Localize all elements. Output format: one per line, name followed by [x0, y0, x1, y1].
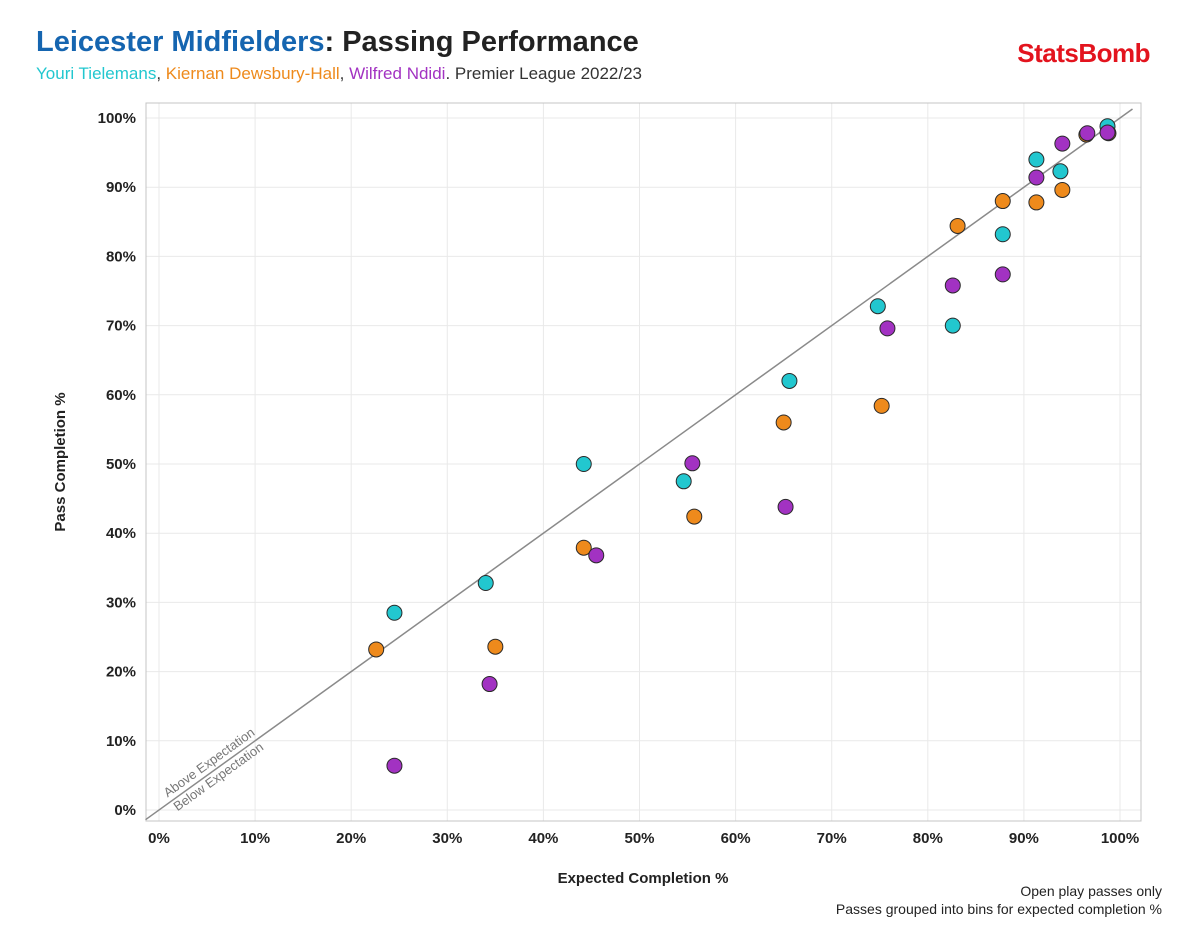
data-point-wilfred-ndidi: [481, 676, 498, 693]
y-tick-label: 0%: [114, 802, 136, 819]
data-point-wilfred-ndidi: [1028, 169, 1045, 186]
data-point-youri-tielemans: [994, 226, 1011, 243]
data-point-wilfred-ndidi: [944, 277, 961, 294]
x-tick-label: 70%: [817, 830, 847, 847]
x-axis-label: Expected Completion %: [558, 870, 729, 887]
y-tick-label: 50%: [106, 456, 136, 473]
title-team: Leicester Midfielders: [36, 26, 325, 58]
data-point-wilfred-ndidi: [588, 547, 605, 564]
statsbomb-logo: StatsBomb: [1017, 38, 1150, 68]
data-point-youri-tielemans: [477, 575, 494, 592]
plot-area-frame: [145, 102, 1142, 822]
data-point-youri-tielemans: [675, 473, 692, 490]
y-tick-label: 100%: [98, 110, 136, 127]
subtitle-separator: ,: [339, 64, 350, 83]
data-point-wilfred-ndidi: [1079, 125, 1096, 142]
y-tick-label: 10%: [106, 733, 136, 750]
data-point-youri-tielemans: [1052, 163, 1069, 180]
data-point-wilfred-ndidi: [1054, 135, 1071, 152]
data-point-kiernan-dewsbury-hall: [775, 414, 792, 431]
x-tick-label: 50%: [624, 830, 654, 847]
note-binning: Passes grouped into bins for expected co…: [835, 901, 1162, 917]
y-tick-label: 40%: [106, 525, 136, 542]
y-tick-label: 70%: [106, 318, 136, 335]
x-tick-label: 100%: [1101, 830, 1139, 847]
data-point-wilfred-ndidi: [386, 757, 403, 774]
data-point-youri-tielemans: [869, 298, 886, 315]
data-point-kiernan-dewsbury-hall: [368, 641, 385, 658]
data-point-youri-tielemans: [1028, 151, 1045, 168]
x-tick-label: 60%: [721, 830, 751, 847]
data-point-kiernan-dewsbury-hall: [686, 508, 703, 525]
data-point-wilfred-ndidi: [1099, 124, 1116, 141]
data-points: [368, 118, 1117, 774]
data-point-kiernan-dewsbury-hall: [949, 217, 966, 234]
x-tick-label: 0%: [148, 830, 170, 847]
subtitle-player-ndidi: Wilfred Ndidi: [349, 64, 446, 83]
data-point-kiernan-dewsbury-hall: [994, 193, 1011, 210]
data-point-wilfred-ndidi: [684, 455, 701, 472]
data-point-kiernan-dewsbury-hall: [1028, 194, 1045, 211]
x-tick-label: 90%: [1009, 830, 1039, 847]
note-open-play: Open play passes only: [1020, 883, 1162, 899]
subtitle-competition: . Premier League 2022/23: [445, 64, 643, 83]
chart-title: Leicester Midfielders: Passing Performan…: [36, 26, 639, 59]
data-point-youri-tielemans: [944, 317, 961, 334]
expectation-line: [145, 108, 1133, 821]
data-point-kiernan-dewsbury-hall: [873, 397, 890, 414]
y-tick-label: 60%: [106, 387, 136, 404]
x-tick-label: 40%: [528, 830, 558, 847]
axis-ticks: 0% 10% 20% 30% 40% 50% 60% 70% 80% 90% 100% 0% 10% 20…: [98, 110, 1140, 847]
chart-notes: Open play passes only Passes grouped int…: [836, 882, 1162, 918]
data-point-kiernan-dewsbury-hall: [575, 539, 592, 556]
data-point-youri-tielemans: [781, 372, 798, 389]
x-tick-label: 10%: [240, 830, 270, 847]
data-point-kiernan-dewsbury-hall: [487, 638, 504, 655]
title-rest: : Passing Performance: [324, 26, 639, 58]
subtitle-separator: ,: [156, 64, 166, 83]
y-axis-label: Pass Completion %: [52, 392, 69, 531]
x-tick-label: 30%: [432, 830, 462, 847]
x-tick-label: 20%: [336, 830, 366, 847]
subtitle-player-dewsbury-hall: Kiernan Dewsbury-Hall: [165, 64, 340, 83]
y-tick-label: 20%: [106, 664, 136, 681]
chart-subtitle: Youri Tielemans, Kiernan Dewsbury-Hall, …: [36, 64, 642, 84]
x-tick-label: 80%: [913, 830, 943, 847]
subtitle-player-tielemans: Youri Tielemans: [36, 64, 157, 83]
y-tick-label: 90%: [106, 179, 136, 196]
data-point-wilfred-ndidi: [994, 266, 1011, 283]
data-point-youri-tielemans: [575, 456, 592, 472]
data-point-kiernan-dewsbury-hall: [1054, 181, 1071, 198]
y-tick-label: 80%: [106, 248, 136, 265]
data-point-wilfred-ndidi: [879, 320, 896, 337]
data-point-wilfred-ndidi: [777, 498, 794, 515]
data-point-youri-tielemans: [386, 604, 403, 621]
gridlines: [146, 103, 1141, 821]
y-tick-label: 30%: [106, 594, 136, 611]
